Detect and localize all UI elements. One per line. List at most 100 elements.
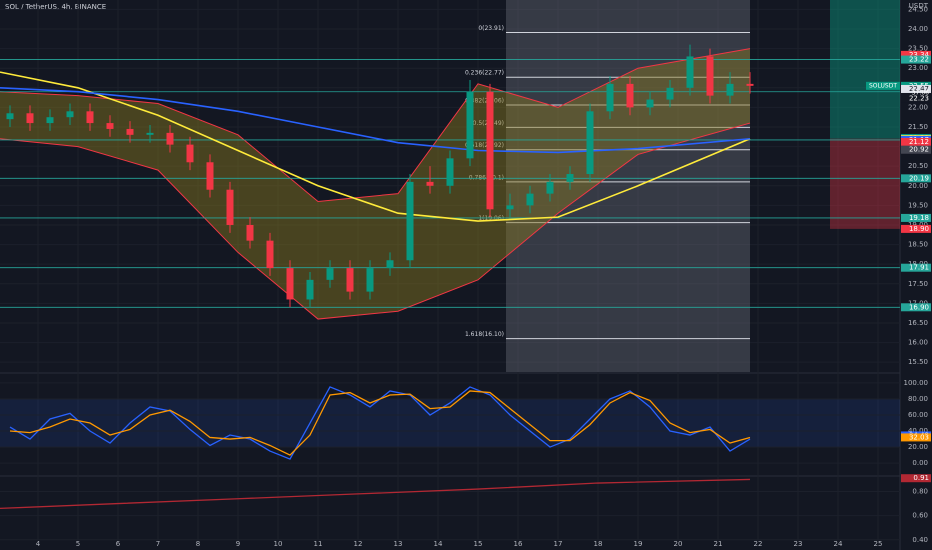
band-upper [0, 48, 751, 202]
price-label-box [901, 263, 931, 272]
candle-body [106, 123, 114, 129]
position-target [830, 0, 900, 139]
price-label: 16.90 [909, 303, 929, 311]
y-tick-label: 16.50 [908, 319, 928, 327]
candle-body [506, 205, 514, 210]
y-tick-label: 0.00 [912, 459, 928, 467]
y-tick-label: 23.50 [908, 45, 928, 53]
fib-label: 1(19.06) [478, 215, 504, 222]
y-tick-label: 20.00 [908, 182, 928, 190]
y-tick-label: 0.40 [912, 536, 928, 544]
y-tick-label: 20.00 [908, 443, 928, 451]
candle-body [486, 91, 494, 210]
x-tick-label: 6 [116, 540, 121, 548]
candle-body [306, 279, 314, 300]
x-tick-label: 19 [634, 540, 643, 548]
candle-body [686, 56, 694, 88]
fib-label: 0.236(22.77) [465, 70, 504, 77]
candle-body [206, 162, 214, 190]
y-tick-label: 19.50 [908, 201, 928, 209]
x-tick-label: 17 [554, 540, 563, 548]
moving-average [0, 86, 751, 154]
candle-body [746, 83, 754, 86]
candle-body [386, 260, 394, 269]
x-tick-label: 14 [434, 540, 443, 548]
candle-body [6, 113, 14, 120]
candle-body [586, 111, 594, 175]
price-label-box [901, 94, 931, 103]
unit-label: USDT [909, 2, 929, 10]
fib-label: 1.618(16.10) [465, 331, 504, 338]
x-tick-label: 24 [834, 540, 843, 548]
x-tick-label: 7 [156, 540, 160, 548]
band-lower [0, 122, 751, 320]
last-value-box [901, 474, 931, 483]
price-label: 19.18 [909, 214, 929, 222]
x-tick-label: 11 [314, 540, 323, 548]
candle-body [406, 181, 414, 261]
fib-label: 0(23.91) [478, 25, 504, 32]
last-value-label: 32.03 [909, 433, 929, 441]
y-tick-label: 24.00 [908, 25, 928, 33]
price-label-box [901, 84, 931, 93]
x-tick-label: 15 [474, 540, 483, 548]
price-label: 17.91 [909, 264, 929, 272]
band-fill [0, 48, 750, 320]
price-label: 23.34 [909, 51, 930, 59]
y-tick-label: 22.00 [908, 103, 928, 111]
candle-body [226, 189, 234, 225]
candle-body [546, 181, 554, 194]
candle-body [86, 111, 94, 124]
x-tick-label: 20 [674, 540, 683, 548]
y-tick-label: 21.50 [908, 123, 928, 131]
price-label-box [901, 137, 931, 146]
candle-body [286, 268, 294, 300]
price-label: 23.22 [909, 56, 929, 64]
y-tick-label: 0.80 [912, 487, 928, 495]
y-tick-label: 40.00 [908, 427, 928, 435]
candle-body [246, 224, 254, 241]
moving-average [0, 71, 751, 222]
candle-body [186, 144, 194, 163]
last-value-label: 0.91 [913, 474, 929, 482]
candle-body [346, 268, 354, 292]
candle-body [426, 181, 434, 186]
price-label-box [901, 174, 931, 183]
candle-body [706, 56, 714, 96]
y-tick-label: 16.00 [908, 339, 928, 347]
candle-body [446, 158, 454, 186]
y-tick-label: 17.50 [908, 280, 928, 288]
candle-body [146, 132, 154, 135]
x-tick-label: 18 [594, 540, 603, 548]
price-label-box [901, 55, 931, 64]
y-tick-label: 15.50 [908, 358, 928, 366]
y-tick-label: 100.00 [904, 379, 929, 387]
candle-body [366, 268, 374, 292]
price-label: 20.19 [909, 174, 929, 182]
y-tick-label: 20.50 [908, 162, 928, 170]
y-tick-label: 80.00 [908, 395, 928, 403]
candle-body [66, 111, 74, 118]
candle-body [166, 132, 174, 145]
oscillator-line [9, 390, 751, 456]
price-label: 22.23 [909, 94, 929, 102]
fib-label: 0.786(20.1) [469, 174, 504, 181]
price-label: 21.12 [909, 138, 929, 146]
x-tick-label: 4 [36, 540, 41, 548]
y-tick-label: 0.60 [912, 512, 928, 520]
candle-body [606, 83, 614, 112]
y-tick-label: 60.00 [908, 411, 928, 419]
x-tick-label: 16 [514, 540, 523, 548]
candle-body [46, 117, 54, 124]
fib-label: 0.618(20.92) [465, 142, 504, 149]
x-tick-label: 21 [714, 540, 723, 548]
symbol-label-box [866, 81, 900, 90]
countdown: 37:06 [912, 89, 929, 96]
candle-body [566, 174, 574, 182]
candle-body [726, 83, 734, 96]
price-label-box [901, 145, 931, 154]
candle-body [126, 128, 134, 135]
x-tick-label: 8 [196, 540, 200, 548]
candle-body [646, 99, 654, 108]
